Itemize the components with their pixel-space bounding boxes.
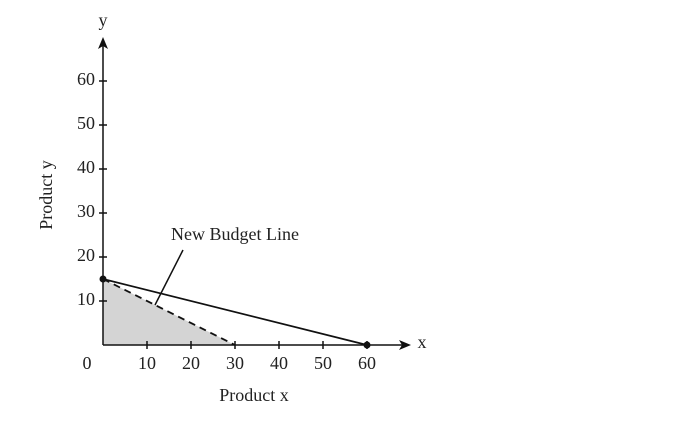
x-axis-name: x — [418, 332, 427, 352]
budget-line — [102, 278, 368, 346]
x-tick-label: 0 — [83, 353, 92, 373]
annotation-pointer — [154, 249, 184, 306]
y-tick-label: 30 — [77, 201, 95, 221]
y-tick-label: 20 — [77, 245, 95, 265]
annotation: New Budget Line — [171, 224, 299, 244]
point — [363, 341, 371, 349]
x-tick-label: 40 — [270, 353, 288, 373]
y-axis-arrow — [98, 37, 108, 49]
x-tick-label: 60 — [358, 353, 376, 373]
y-axis-label: Product y — [36, 160, 56, 230]
budget-line — [102, 278, 236, 346]
x-tick-label: 30 — [226, 353, 244, 373]
y-tick-label: 40 — [77, 157, 95, 177]
x-axis-label: Product x — [219, 385, 289, 405]
x-axis-arrow — [399, 340, 411, 350]
x-tick-label: 50 — [314, 353, 332, 373]
y-tick-label: 10 — [77, 289, 95, 309]
y-tick-label: 50 — [77, 113, 95, 133]
y-tick-label: 60 — [77, 69, 95, 89]
x-tick-label: 10 — [138, 353, 156, 373]
x-tick-label: 20 — [182, 353, 200, 373]
y-axis-name: y — [99, 10, 108, 30]
